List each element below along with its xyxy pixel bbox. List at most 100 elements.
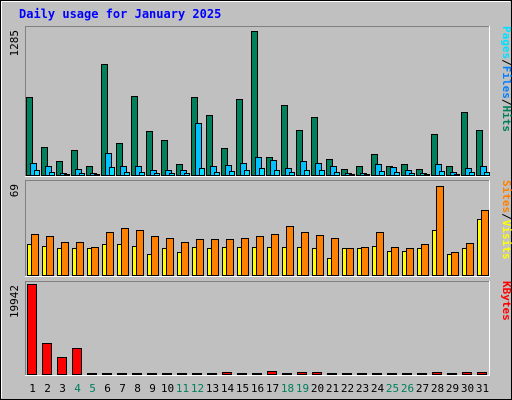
bar-hits-day-31 [476, 130, 483, 176]
bar-sites-day-6 [106, 232, 114, 276]
legend-2: KBytes [500, 281, 512, 321]
x-tick-label-day-29: 29 [446, 382, 459, 395]
bar-kbytes-day-27 [417, 373, 427, 375]
bar-hits-day-8 [131, 96, 138, 176]
bar-kbytes-day-2 [42, 343, 52, 375]
bar-files-day-25 [390, 167, 397, 176]
bar-pages-day-1 [34, 170, 40, 176]
bar-files-day-6 [105, 153, 112, 176]
bar-kbytes-day-19 [297, 372, 307, 375]
bar-sites-day-30 [466, 243, 474, 276]
bar-files-day-19 [300, 161, 307, 176]
bar-files-day-13 [210, 166, 217, 176]
x-tick-label-day-9: 9 [149, 382, 156, 395]
legend-entry-1-0: Sites [500, 180, 512, 213]
x-tick-label-day-25: 25 [386, 382, 399, 395]
bar-hits-day-27 [416, 169, 423, 176]
bar-pages-day-27 [424, 174, 430, 176]
x-tick-label-day-16: 16 [251, 382, 264, 395]
bar-files-day-21 [330, 166, 337, 176]
bar-hits-day-30 [461, 112, 468, 176]
bar-sites-day-27 [421, 244, 429, 276]
bar-sites-day-1 [31, 234, 39, 276]
bar-pages-day-4 [79, 173, 85, 176]
y-tick-label-0: 1285 [8, 30, 21, 57]
bar-files-day-7 [120, 166, 127, 176]
bar-files-day-17 [270, 160, 277, 176]
x-tick-label-day-10: 10 [161, 382, 174, 395]
bar-pages-day-6 [109, 167, 115, 176]
bar-sites-day-24 [376, 232, 384, 276]
bar-pages-day-16 [259, 168, 265, 176]
bar-hits-day-3 [56, 161, 63, 176]
bar-pages-day-12 [199, 168, 205, 176]
bar-sites-day-19 [301, 232, 309, 276]
bar-files-day-2 [45, 166, 52, 176]
bar-kbytes-day-18 [282, 373, 292, 375]
bar-pages-day-18 [289, 172, 295, 176]
bar-kbytes-day-10 [162, 373, 172, 375]
bar-files-day-1 [30, 163, 37, 176]
bar-pages-day-11 [184, 173, 190, 176]
legend-entry-0-3: / [500, 99, 512, 106]
x-tick-label-day-21: 21 [326, 382, 339, 395]
bar-hits-day-15 [236, 99, 243, 176]
bar-files-day-20 [315, 163, 322, 176]
bar-kbytes-day-31 [477, 372, 487, 375]
bar-pages-day-2 [49, 172, 55, 176]
bar-kbytes-day-26 [402, 373, 412, 375]
x-tick-label-day-22: 22 [341, 382, 354, 395]
bar-hits-day-5 [86, 166, 93, 176]
bar-kbytes-day-24 [372, 373, 382, 375]
bar-files-day-31 [480, 166, 487, 176]
legend-entry-0-0: Pages [500, 26, 512, 59]
bar-pages-day-23 [364, 174, 370, 176]
bar-sites-day-15 [241, 238, 249, 276]
bar-hits-day-9 [146, 131, 153, 176]
x-tick-label-day-17: 17 [266, 382, 279, 395]
bar-sites-day-20 [316, 235, 324, 276]
bar-kbytes-day-11 [177, 373, 187, 375]
bar-pages-day-28 [439, 171, 445, 176]
x-tick-label-day-26: 26 [401, 382, 414, 395]
bar-pages-day-9 [154, 173, 160, 176]
bar-sites-day-4 [76, 242, 84, 276]
bar-kbytes-day-17 [267, 371, 277, 375]
legend-0: Pages/Files/Hits [500, 26, 512, 132]
bar-pages-day-30 [469, 172, 475, 176]
bar-hits-day-4 [71, 150, 78, 176]
bar-hits-day-23 [356, 166, 363, 176]
x-tick-label-day-2: 2 [44, 382, 51, 395]
chart-title: Daily usage for January 2025 [19, 7, 222, 21]
legend-entry-0-1: / [500, 59, 512, 66]
bar-kbytes-day-7 [117, 373, 127, 375]
panel-bg-2 [25, 281, 490, 376]
bar-files-day-14 [225, 165, 232, 176]
x-tick-label-day-24: 24 [371, 382, 385, 395]
bar-kbytes-day-30 [462, 372, 472, 375]
bar-hits-day-1 [26, 97, 33, 176]
bar-sites-day-28 [436, 186, 444, 276]
bar-kbytes-day-25 [387, 373, 397, 375]
bar-sites-day-8 [136, 230, 144, 276]
bar-pages-day-22 [349, 174, 355, 176]
bar-files-day-15 [240, 163, 247, 176]
bar-sites-day-22 [346, 248, 354, 276]
bar-hits-day-14 [221, 148, 228, 176]
bar-pages-day-25 [394, 172, 400, 176]
y-tick-label-1: 69 [8, 184, 21, 197]
bar-hits-day-13 [206, 115, 213, 176]
bar-hits-day-20 [311, 117, 318, 176]
bar-sites-day-25 [391, 247, 399, 276]
x-tick-label-day-20: 20 [311, 382, 324, 395]
x-tick-label-day-15: 15 [236, 382, 249, 395]
legend-entry-0-2: Files [500, 66, 512, 99]
bar-pages-day-10 [169, 173, 175, 176]
x-tick-label-day-7: 7 [119, 382, 126, 395]
bar-kbytes-day-29 [447, 373, 457, 375]
x-tick-label-day-13: 13 [206, 382, 219, 395]
bar-kbytes-day-21 [327, 373, 337, 375]
x-tick-label-day-5: 5 [89, 382, 96, 395]
bar-hits-day-16 [251, 31, 258, 176]
